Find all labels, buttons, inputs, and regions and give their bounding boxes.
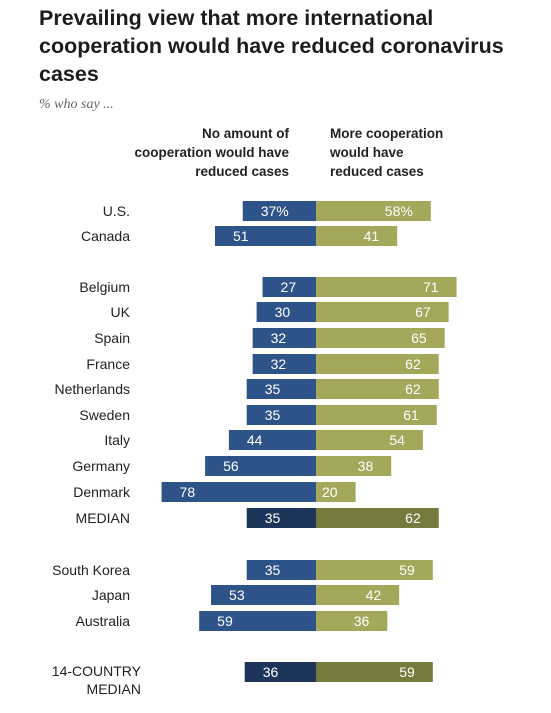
value-label-no-amount: 78 xyxy=(180,484,196,500)
bar-more-cooperation xyxy=(316,430,423,450)
bar-more-cooperation xyxy=(316,379,439,399)
value-label-more-cooperation: 36 xyxy=(354,613,370,629)
bar-no-amount xyxy=(252,328,316,348)
chart-subtitle: % who say ... xyxy=(39,97,114,112)
value-label-more-cooperation: 71 xyxy=(423,279,439,295)
bar-no-amount xyxy=(242,201,316,221)
bar-more-cooperation xyxy=(316,585,400,605)
value-label-more-cooperation: 58% xyxy=(385,203,413,219)
bar-no-amount xyxy=(246,379,316,399)
value-label-no-amount: 32 xyxy=(271,330,287,346)
bar-more-cooperation xyxy=(316,508,439,528)
value-label-no-amount: 35 xyxy=(265,407,281,423)
bar-no-amount xyxy=(211,585,316,605)
value-label-no-amount: 35 xyxy=(265,381,281,397)
value-label-more-cooperation: 59 xyxy=(399,562,415,578)
bar-more-cooperation xyxy=(316,302,449,322)
bar-no-amount xyxy=(244,662,316,682)
value-label-no-amount: 56 xyxy=(223,458,239,474)
bar-more-cooperation xyxy=(316,405,437,425)
category-label: South Korea xyxy=(52,562,130,578)
legend-label-no-amount: No amount of cooperation would have redu… xyxy=(134,126,289,179)
bar-no-amount xyxy=(252,354,316,374)
category-label: Spain xyxy=(94,330,130,346)
category-label: Italy xyxy=(104,432,130,448)
bar-more-cooperation xyxy=(316,456,392,476)
chart-title: Prevailing view that more international … xyxy=(39,6,504,86)
bar-no-amount xyxy=(199,611,316,631)
category-label: Denmark xyxy=(73,484,131,500)
category-label: Canada xyxy=(81,228,130,244)
legend-label-more-cooperation: More cooperation would have reduced case… xyxy=(330,126,444,179)
bar-more-cooperation xyxy=(316,328,445,348)
bar-more-cooperation xyxy=(316,482,356,502)
category-label: Germany xyxy=(72,458,130,474)
bar-more-cooperation xyxy=(316,354,439,374)
category-label-line2: MEDIAN xyxy=(87,681,141,697)
value-label-more-cooperation: 38 xyxy=(358,458,374,474)
value-label-no-amount: 59 xyxy=(217,613,233,629)
bar-more-cooperation xyxy=(316,560,433,580)
bar-no-amount xyxy=(228,430,316,450)
bar-no-amount xyxy=(246,560,316,580)
value-label-more-cooperation: 20 xyxy=(322,484,338,500)
bar-no-amount xyxy=(161,482,316,502)
category-label: Netherlands xyxy=(55,381,131,397)
bar-no-amount xyxy=(215,226,316,246)
category-label: France xyxy=(86,356,130,372)
value-label-no-amount: 27 xyxy=(281,279,297,295)
value-label-no-amount: 51 xyxy=(233,228,249,244)
bar-no-amount xyxy=(256,302,316,322)
value-label-more-cooperation: 65 xyxy=(411,330,427,346)
bar-no-amount xyxy=(262,277,316,297)
value-label-more-cooperation: 62 xyxy=(405,381,421,397)
value-label-more-cooperation: 61 xyxy=(403,407,419,423)
value-label-more-cooperation: 67 xyxy=(415,304,431,320)
value-label-no-amount: 35 xyxy=(265,510,281,526)
value-label-no-amount: 44 xyxy=(247,432,263,448)
bar-more-cooperation xyxy=(316,201,431,221)
bar-more-cooperation xyxy=(316,226,398,246)
category-label: Australia xyxy=(76,613,131,629)
bar-no-amount xyxy=(205,456,316,476)
value-label-no-amount: 53 xyxy=(229,587,245,603)
value-label-more-cooperation: 62 xyxy=(405,510,421,526)
value-label-no-amount: 30 xyxy=(275,304,291,320)
category-label: MEDIAN xyxy=(76,510,130,526)
category-label: U.S. xyxy=(103,203,130,219)
value-label-no-amount: 37% xyxy=(261,203,289,219)
bar-no-amount xyxy=(246,508,316,528)
value-label-more-cooperation: 42 xyxy=(366,587,382,603)
category-label: Sweden xyxy=(79,407,130,423)
value-label-no-amount: 36 xyxy=(263,664,279,680)
category-label: Japan xyxy=(92,587,130,603)
value-label-no-amount: 32 xyxy=(271,356,287,372)
bar-more-cooperation xyxy=(316,277,457,297)
category-label: 14-COUNTRY xyxy=(52,663,142,679)
value-label-more-cooperation: 41 xyxy=(364,228,380,244)
bar-more-cooperation xyxy=(316,662,433,682)
value-label-no-amount: 35 xyxy=(265,562,281,578)
category-label: Belgium xyxy=(79,279,130,295)
value-label-more-cooperation: 59 xyxy=(399,664,415,680)
category-label: UK xyxy=(111,304,131,320)
value-label-more-cooperation: 54 xyxy=(389,432,405,448)
value-label-more-cooperation: 62 xyxy=(405,356,421,372)
bar-more-cooperation xyxy=(316,611,388,631)
bar-no-amount xyxy=(246,405,316,425)
